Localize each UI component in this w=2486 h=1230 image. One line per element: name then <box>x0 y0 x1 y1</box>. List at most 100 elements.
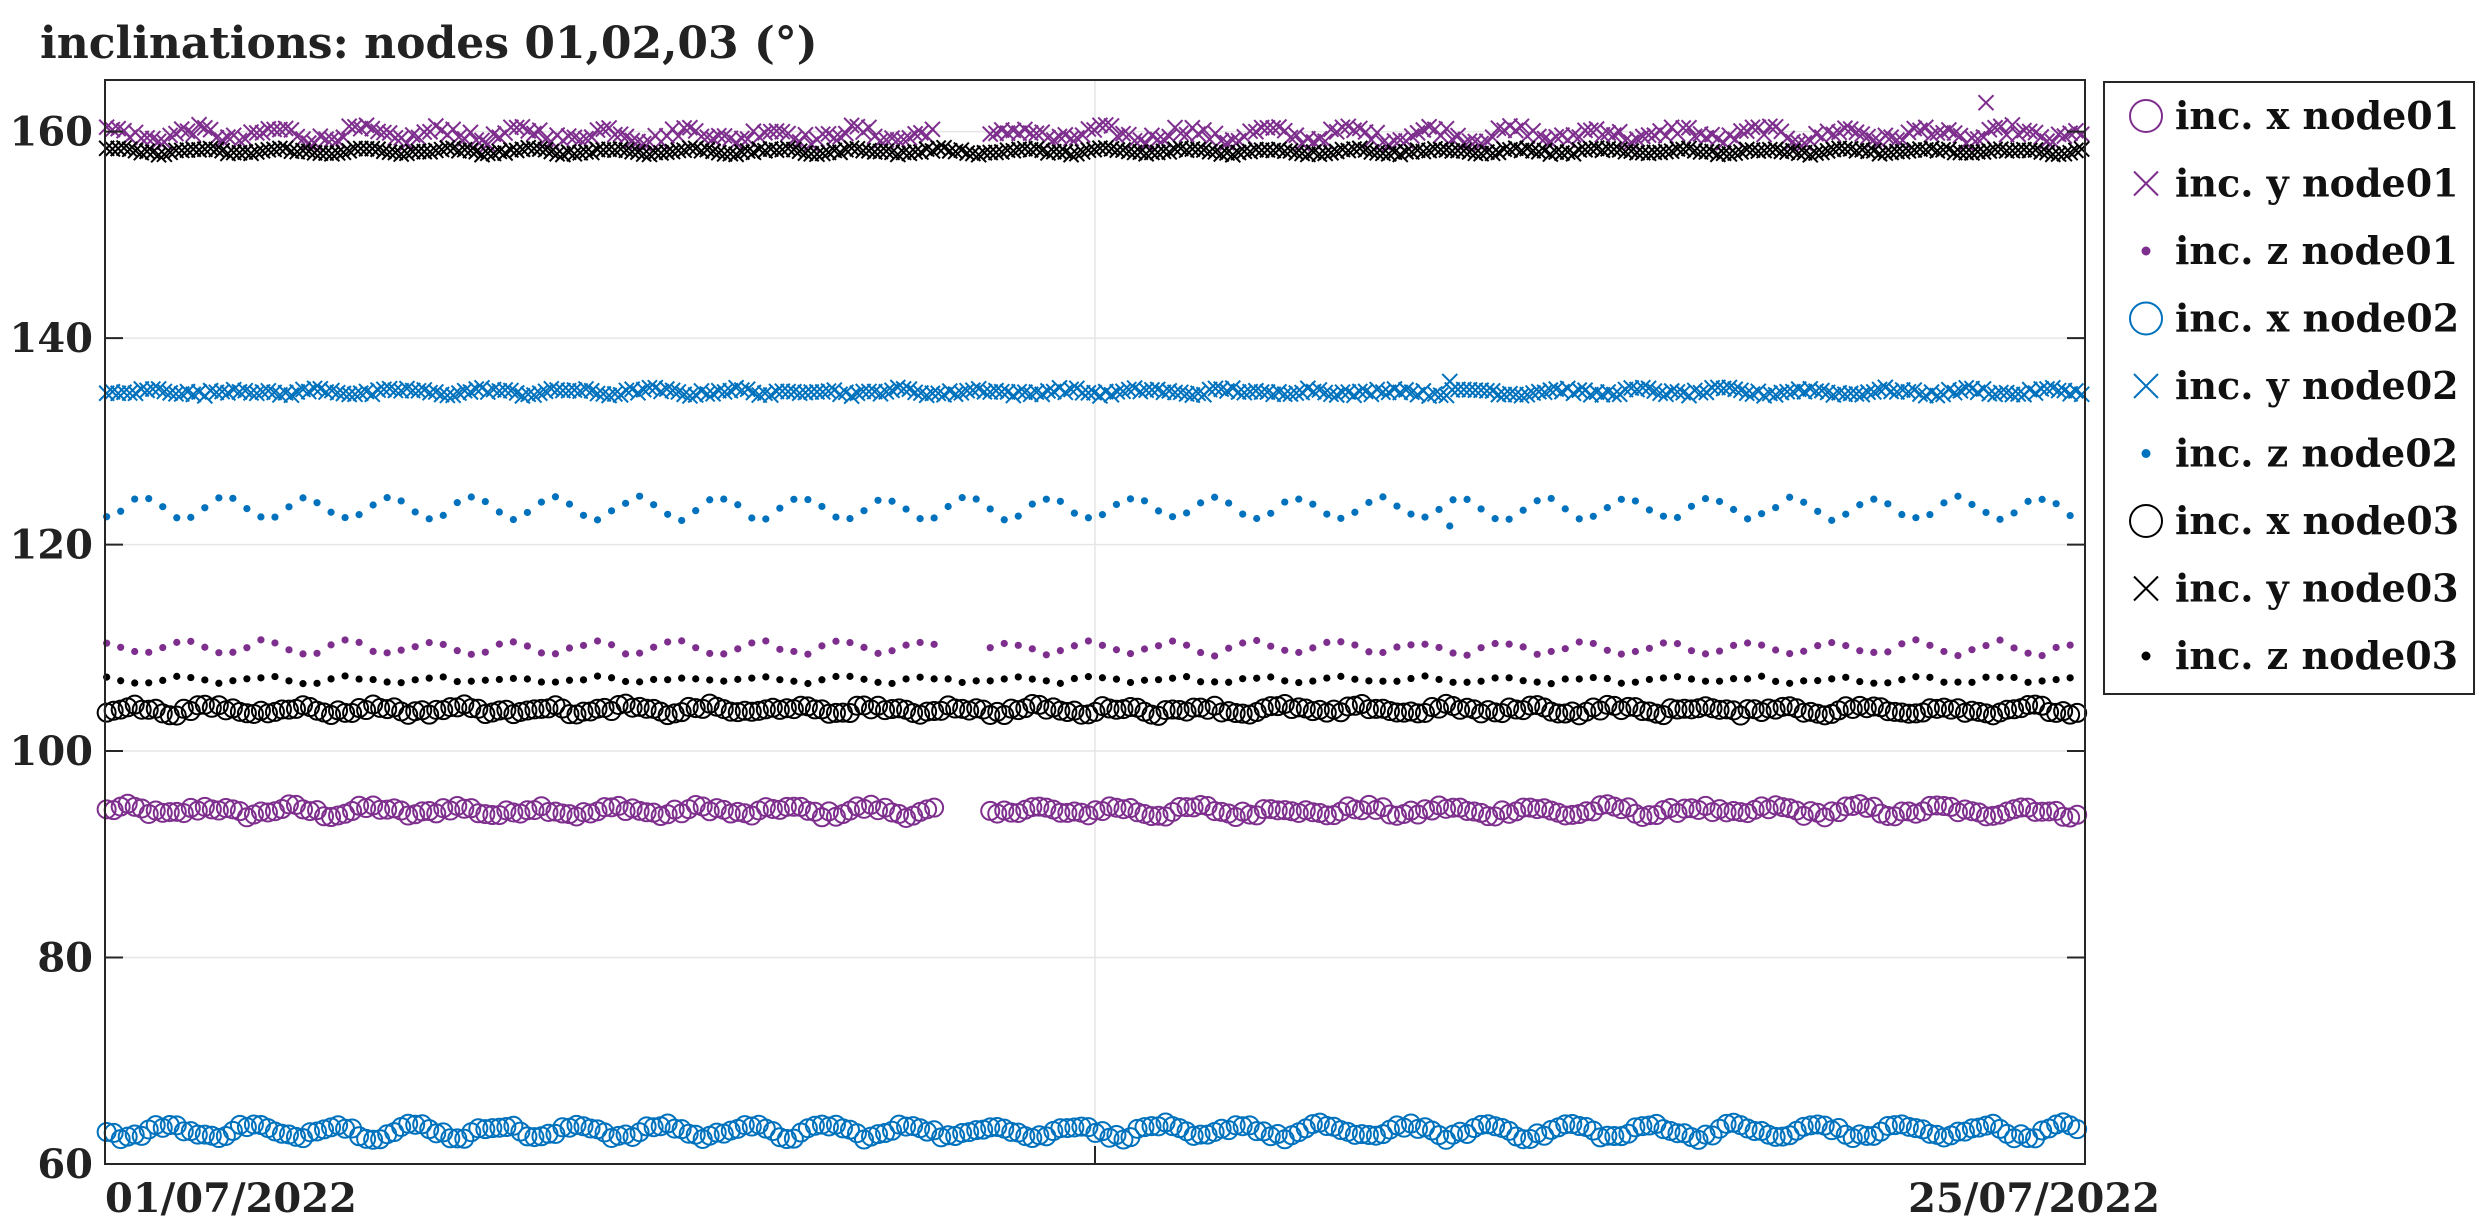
data-point-dot <box>1715 497 1724 506</box>
data-point-dot <box>1968 678 1976 686</box>
data-point-dot <box>1491 515 1499 523</box>
data-point-circle <box>278 794 299 815</box>
data-point-x <box>1761 118 1779 135</box>
data-point-circle <box>1597 1125 1618 1146</box>
data-point-dot <box>397 497 405 505</box>
data-point-dot <box>1786 649 1794 658</box>
data-point-x <box>1744 119 1761 136</box>
data-point-dot <box>355 675 363 683</box>
data-point-x <box>982 125 999 143</box>
data-point-x <box>1582 386 1600 403</box>
data-point-dot <box>1856 647 1864 655</box>
data-point-circle <box>2039 702 2060 723</box>
data-point-circle <box>138 699 159 720</box>
data-point-circle <box>433 1122 454 1143</box>
data-point-circle <box>966 1120 987 1141</box>
data-point-circle <box>1232 703 1253 724</box>
data-point-x <box>352 140 369 157</box>
data-point-x <box>577 380 595 398</box>
legend-label: inc. x node03 <box>2175 498 2459 543</box>
data-point-dot <box>1070 509 1078 517</box>
data-point-circle <box>1050 802 1071 823</box>
data-point-dot <box>944 502 952 511</box>
data-point-dot <box>1617 679 1625 687</box>
data-point-circle <box>166 705 187 726</box>
data-point-dot <box>1337 672 1345 680</box>
data-point-dot <box>2052 643 2060 652</box>
data-point-x <box>537 141 554 158</box>
data-point-x <box>1103 386 1120 404</box>
data-point-dot <box>1828 516 1836 524</box>
data-point-circle <box>2004 699 2025 720</box>
data-point-x <box>1917 119 1934 136</box>
data-point-dot <box>201 676 209 684</box>
data-point-dot <box>1379 677 1387 685</box>
data-point-dot <box>425 515 433 523</box>
data-point-circle <box>1933 796 1954 817</box>
data-point-x <box>883 144 901 161</box>
data-point-dot <box>902 675 910 683</box>
data-point-dot <box>1743 675 1752 683</box>
data-point-dot <box>1870 495 1878 503</box>
data-point-circle <box>2067 804 2088 825</box>
data-point-dot <box>846 515 854 523</box>
data-point-x <box>727 146 745 163</box>
data-point-dot <box>1295 495 1303 503</box>
series-inc-z-node01 <box>103 636 2074 660</box>
data-point-dot <box>1295 678 1303 687</box>
data-point-circle <box>1344 1124 1365 1145</box>
data-point-x <box>1288 384 1305 402</box>
data-point-dot <box>916 673 924 681</box>
data-point-circle <box>454 798 475 819</box>
data-point-circle <box>1905 703 1926 724</box>
data-point-dot <box>1435 643 1443 652</box>
data-point-dot <box>1645 506 1653 514</box>
data-point-dot <box>734 675 742 683</box>
data-point-dot <box>1519 506 1527 514</box>
data-point-circle <box>1716 1113 1737 1134</box>
data-point-dot <box>411 643 419 651</box>
data-point-dot <box>467 677 475 685</box>
data-point-x <box>670 383 687 401</box>
series-inc-y-node01 <box>98 94 2090 154</box>
data-point-dot <box>1126 495 1135 503</box>
data-point-x <box>2061 144 2079 161</box>
data-point-circle <box>1520 1128 1541 1149</box>
data-point-dot <box>1814 642 1822 650</box>
data-point-dot <box>1098 641 1107 649</box>
data-point-dot <box>1982 641 1990 650</box>
data-point-circle <box>2129 504 2163 538</box>
data-point-dot <box>1407 510 1415 518</box>
data-point-dot <box>341 513 349 522</box>
data-point-dot <box>145 494 153 503</box>
data-point-dot <box>650 501 658 509</box>
data-point-circle <box>1821 801 1842 822</box>
data-point-circle <box>1926 698 1947 719</box>
data-point-x <box>1957 379 1975 397</box>
data-point-circle <box>503 802 524 823</box>
data-point-x <box>860 119 878 136</box>
data-point-circle <box>1064 801 1085 822</box>
data-point-circle <box>769 699 790 720</box>
data-point-x <box>1946 124 1963 142</box>
data-point-circle <box>426 1123 447 1144</box>
data-point-dot <box>1084 637 1092 645</box>
data-point-circle <box>1660 698 1681 719</box>
legend-label: inc. z node03 <box>2175 633 2458 678</box>
data-point-circle <box>804 1115 825 1136</box>
data-point-circle <box>1162 699 1183 720</box>
data-point-circle <box>1288 697 1309 718</box>
data-point-dot <box>1449 496 1457 504</box>
data-point-dot <box>285 503 293 511</box>
data-point-dot <box>565 676 574 684</box>
data-point-dot <box>1505 674 1513 682</box>
data-point-x <box>820 144 837 161</box>
data-point-dot <box>930 640 938 648</box>
data-point-circle <box>1099 698 1120 719</box>
data-point-dot <box>1154 676 1163 684</box>
data-point-dot <box>2010 644 2018 652</box>
data-point-x <box>1640 126 1657 144</box>
data-point-dot <box>159 643 167 652</box>
data-point-x <box>993 383 1010 400</box>
data-point-circle <box>832 1118 853 1139</box>
